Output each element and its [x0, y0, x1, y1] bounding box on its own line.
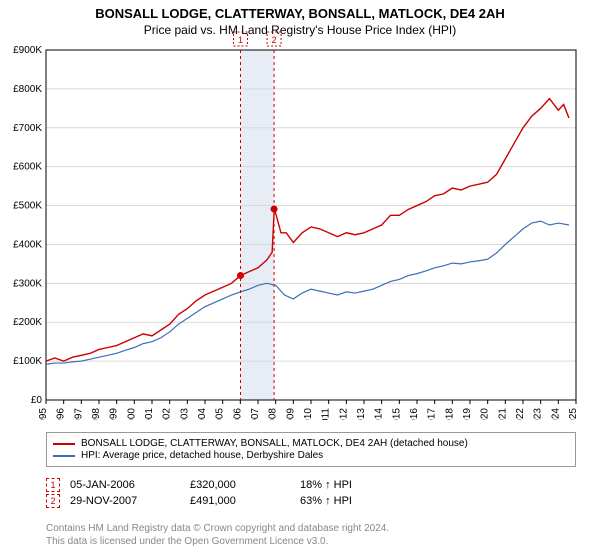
- svg-text:2007: 2007: [250, 408, 261, 420]
- svg-text:1995: 1995: [38, 408, 49, 420]
- svg-text:2011: 2011: [321, 408, 332, 420]
- sale-cell: 18% ↑ HPI: [300, 479, 420, 491]
- svg-text:1999: 1999: [109, 408, 120, 420]
- svg-text:2004: 2004: [197, 408, 208, 420]
- sale-marker: 1: [46, 478, 60, 492]
- sale-marker: 2: [46, 494, 60, 508]
- sale-cell: £320,000: [190, 479, 300, 491]
- svg-text:2003: 2003: [179, 408, 190, 420]
- svg-text:£0: £0: [31, 395, 43, 406]
- svg-text:1996: 1996: [56, 408, 67, 420]
- svg-text:£300K: £300K: [13, 278, 42, 289]
- svg-text:£700K: £700K: [13, 123, 42, 134]
- svg-text:2013: 2013: [356, 408, 367, 420]
- svg-text:£800K: £800K: [13, 84, 42, 95]
- svg-text:2020: 2020: [480, 408, 491, 420]
- svg-text:1: 1: [238, 35, 243, 45]
- svg-text:2023: 2023: [533, 408, 544, 420]
- sale-cell: 29-NOV-2007: [70, 495, 190, 507]
- svg-text:2002: 2002: [162, 408, 173, 420]
- svg-text:2025: 2025: [568, 408, 579, 420]
- svg-text:£200K: £200K: [13, 317, 42, 328]
- sale-row: 1 05-JAN-2006£320,00018% ↑ HPI: [46, 478, 420, 492]
- svg-text:2016: 2016: [409, 408, 420, 420]
- svg-text:2017: 2017: [427, 408, 438, 420]
- legend-row: HPI: Average price, detached house, Derb…: [53, 450, 569, 461]
- svg-text:2022: 2022: [515, 408, 526, 420]
- svg-text:2005: 2005: [215, 408, 226, 420]
- svg-text:2019: 2019: [462, 408, 473, 420]
- sale-cell: 63% ↑ HPI: [300, 495, 420, 507]
- svg-text:2000: 2000: [126, 408, 137, 420]
- svg-text:2009: 2009: [285, 408, 296, 420]
- svg-text:2001: 2001: [144, 408, 155, 420]
- svg-text:£100K: £100K: [13, 356, 42, 367]
- svg-text:2: 2: [272, 35, 277, 45]
- svg-text:2006: 2006: [232, 408, 243, 420]
- svg-text:2021: 2021: [497, 408, 508, 420]
- svg-text:2024: 2024: [550, 408, 561, 420]
- svg-text:2018: 2018: [444, 408, 455, 420]
- svg-text:£400K: £400K: [13, 239, 42, 250]
- sale-cell: £491,000: [190, 495, 300, 507]
- svg-text:2008: 2008: [268, 408, 279, 420]
- sales-table: 1 05-JAN-2006£320,00018% ↑ HPI 2 29-NOV-200…: [46, 476, 420, 510]
- legend-label: HPI: Average price, detached house, Derb…: [81, 450, 323, 461]
- svg-text:£600K: £600K: [13, 162, 42, 173]
- footer-attribution: Contains HM Land Registry data © Crown c…: [46, 522, 389, 548]
- legend-swatch: [53, 455, 75, 457]
- footer-line2: This data is licensed under the Open Gov…: [46, 535, 389, 548]
- svg-text:2015: 2015: [391, 408, 402, 420]
- legend-swatch: [53, 443, 75, 445]
- footer-line1: Contains HM Land Registry data © Crown c…: [46, 522, 389, 535]
- svg-text:1997: 1997: [73, 408, 84, 420]
- svg-text:£500K: £500K: [13, 201, 42, 212]
- svg-text:£900K: £900K: [13, 45, 42, 56]
- svg-text:2014: 2014: [374, 408, 385, 420]
- legend: BONSALL LODGE, CLATTERWAY, BONSALL, MATL…: [46, 432, 576, 467]
- svg-text:2012: 2012: [338, 408, 349, 420]
- svg-text:2010: 2010: [303, 408, 314, 420]
- legend-label: BONSALL LODGE, CLATTERWAY, BONSALL, MATL…: [81, 438, 468, 449]
- legend-row: BONSALL LODGE, CLATTERWAY, BONSALL, MATL…: [53, 438, 569, 449]
- sale-row: 2 29-NOV-2007£491,00063% ↑ HPI: [46, 494, 420, 508]
- price-chart: £0 £100K £200K £300K £400K £500K £600K £700K £80…: [0, 0, 600, 420]
- sale-cell: 05-JAN-2006: [70, 479, 190, 491]
- svg-text:1998: 1998: [91, 408, 102, 420]
